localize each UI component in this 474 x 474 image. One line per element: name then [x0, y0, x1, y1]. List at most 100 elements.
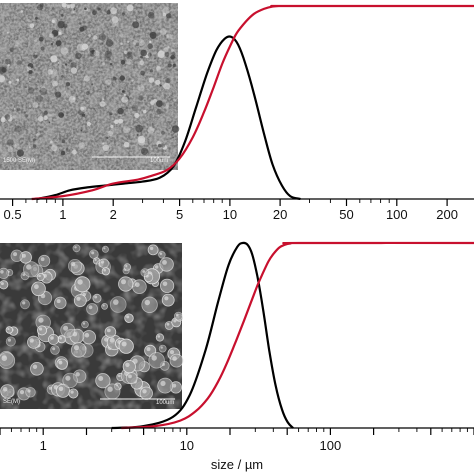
sem-particle — [102, 142, 105, 145]
sem-particle — [16, 60, 22, 66]
sem-particle — [57, 20, 65, 29]
sem-particle — [104, 383, 121, 400]
sem-particle — [104, 326, 117, 338]
sem-particle — [0, 66, 6, 74]
x-tick-label: 1 — [59, 207, 66, 222]
sem-particle — [166, 13, 172, 19]
sem-particle — [54, 296, 67, 310]
sem-particle — [167, 46, 170, 49]
sem-particle — [158, 251, 166, 259]
sem-particle — [27, 19, 31, 22]
sem-particle — [55, 91, 62, 98]
sem-particle — [167, 63, 172, 68]
sem-particle — [136, 133, 139, 136]
sem-particle — [43, 110, 48, 115]
x-tick-label: 20 — [273, 207, 287, 222]
sem-particle — [139, 60, 144, 65]
sem-particle — [51, 7, 55, 10]
sem-particle — [48, 333, 60, 345]
sem-particle — [159, 28, 167, 36]
sem-particle — [65, 82, 71, 87]
sem-particle — [172, 136, 174, 139]
sem-particle — [135, 42, 140, 46]
sem-particle — [58, 112, 64, 118]
sem-particle-highlight — [134, 282, 140, 288]
series-line-black — [36, 35, 301, 201]
sem-particle — [163, 102, 170, 109]
sem-particle-highlight — [59, 336, 62, 340]
sem-particle — [57, 62, 60, 64]
sem-particle — [7, 31, 9, 34]
sem-particle-highlight — [101, 260, 105, 264]
sem-particle — [169, 353, 184, 368]
sem-particle — [60, 47, 68, 55]
sem-particle — [73, 294, 87, 308]
sem-particle — [123, 50, 128, 54]
sem-particle — [25, 387, 36, 398]
sem-particle-highlight — [40, 257, 45, 262]
x-tick-label: 1 — [40, 438, 47, 453]
sem-particle — [0, 75, 6, 83]
sem-particle — [137, 84, 145, 91]
sem-particle — [119, 75, 126, 81]
sem-particle — [4, 114, 11, 120]
sem-particle — [133, 19, 136, 22]
sem-particle — [56, 45, 59, 47]
sem-particle — [148, 77, 155, 83]
sem-particle — [7, 116, 13, 122]
sem-particle — [60, 150, 66, 156]
sem-particle-highlight — [76, 296, 81, 301]
sem-particle-highlight — [73, 345, 80, 351]
sem-scale-label-top: 100um — [150, 158, 168, 164]
sem-particle-highlight — [142, 389, 147, 394]
sem-particle — [27, 87, 35, 94]
sem-particle-highlight — [32, 364, 38, 369]
sem-particle — [38, 254, 51, 267]
sem-particle-highlight — [22, 301, 26, 305]
sem-particle — [69, 59, 72, 62]
sem-particle — [126, 4, 134, 12]
sem-particle — [147, 43, 153, 50]
sem-particle — [61, 75, 64, 78]
sem-particle — [61, 139, 66, 144]
sem-particle — [156, 133, 159, 136]
sem-particle — [133, 39, 139, 45]
sem-particle — [10, 3, 14, 7]
sem-particle — [68, 388, 79, 399]
sem-particle — [61, 64, 64, 67]
x-tick-label: 10 — [180, 438, 194, 453]
sem-particle-highlight — [109, 337, 115, 343]
sem-particle — [1, 116, 5, 120]
sem-particle — [157, 115, 159, 117]
sem-particle — [125, 106, 128, 109]
sem-particle — [7, 63, 10, 67]
sem-particle-highlight — [74, 246, 77, 249]
sem-particle-highlight — [77, 279, 83, 285]
sem-particle-highlight — [164, 296, 169, 301]
sem-particle-highlight — [38, 274, 41, 278]
sem-particle — [39, 3, 44, 8]
sem-particle — [4, 58, 11, 65]
sem-particle — [158, 344, 167, 353]
sem-particle-highlight — [144, 299, 150, 306]
sem-particle — [72, 244, 81, 253]
sem-particle — [169, 99, 172, 101]
sem-particle — [16, 149, 24, 157]
sem-particle — [37, 116, 44, 122]
sem-particle-highlight — [173, 319, 177, 323]
sem-particle — [78, 142, 85, 149]
sem-particle — [25, 86, 27, 88]
sem-particle — [51, 19, 55, 23]
sem-particle-highlight — [19, 390, 25, 395]
sem-particle — [60, 322, 76, 338]
sem-particle — [9, 114, 12, 117]
series-line-red — [31, 4, 474, 201]
sem-particle — [125, 52, 131, 59]
sem-particle — [55, 40, 62, 47]
sem-particle — [79, 26, 85, 32]
sem-particle — [92, 10, 97, 16]
sem-particle — [132, 279, 147, 295]
sem-particle — [81, 320, 89, 329]
sem-particle — [36, 95, 43, 102]
sem-particle — [50, 345, 60, 355]
